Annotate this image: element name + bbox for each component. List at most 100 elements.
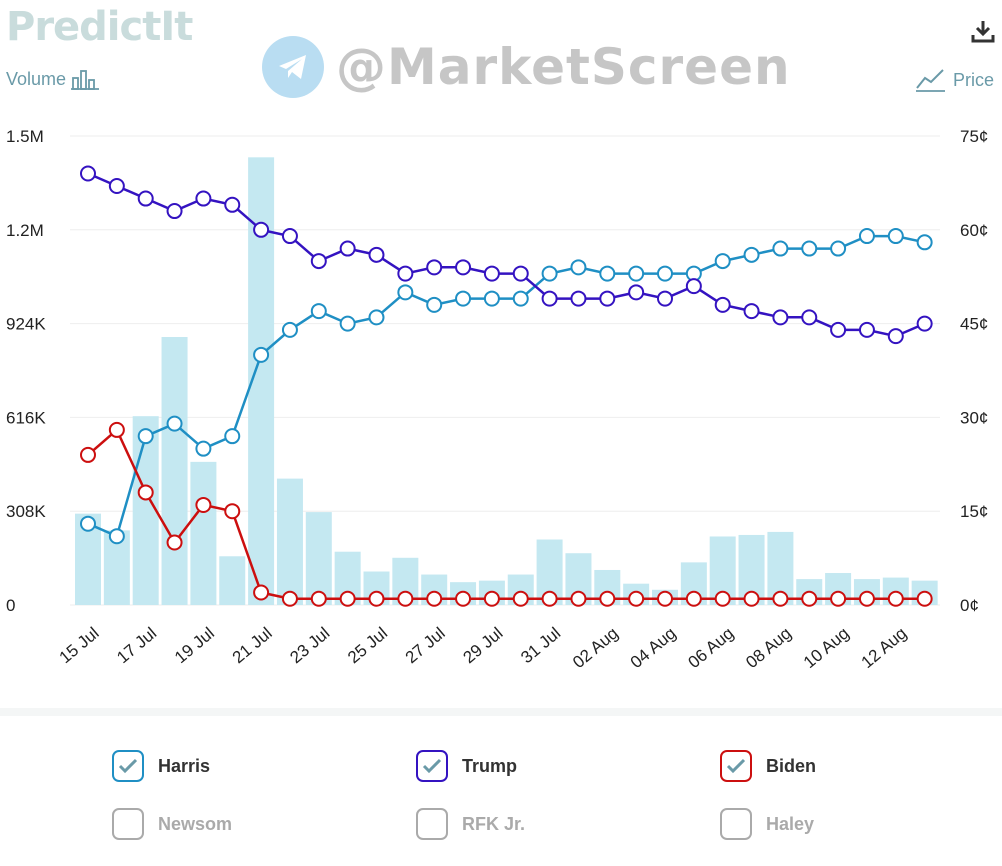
biden-price-point	[281, 590, 298, 607]
legend-checkbox-haley[interactable]	[720, 808, 752, 840]
legend-item-newsom[interactable]: Newsom	[112, 808, 232, 840]
biden-price-point	[858, 590, 875, 607]
y-right-tick-label: 60¢	[960, 221, 988, 240]
x-tick-label: 06 Aug	[684, 624, 737, 673]
trump-price-point	[483, 265, 500, 282]
trump-price-point	[253, 221, 270, 238]
legend-label: RFK Jr.	[462, 813, 526, 834]
legend-checkbox-biden[interactable]	[720, 750, 752, 782]
watermark-text: @MarketScreen	[336, 38, 791, 96]
trump-price-point	[714, 296, 731, 313]
volume-bar	[305, 512, 332, 605]
biden-price-point	[137, 484, 154, 501]
legend-item-biden[interactable]: Biden	[720, 750, 816, 782]
biden-price-point	[628, 590, 645, 607]
checkmark-icon	[118, 758, 138, 774]
biden-price-point	[368, 590, 385, 607]
harris-price-point	[224, 428, 241, 445]
biden-price-point	[108, 421, 125, 438]
trump-price-point	[108, 178, 125, 195]
legend-label: Trump	[462, 755, 518, 776]
biden-price-point	[772, 590, 789, 607]
y-left-tick-label: 924K	[6, 315, 46, 334]
biden-price-point	[512, 590, 529, 607]
harris-price-point	[426, 296, 443, 313]
biden-price-point	[887, 590, 904, 607]
volume-bar	[132, 416, 159, 605]
harris-price-point	[743, 246, 760, 263]
x-tick-label: 31 Jul	[517, 624, 564, 668]
harris-price-point	[772, 240, 789, 257]
trump-price-point	[310, 253, 327, 270]
legend-item-harris[interactable]: Harris	[112, 750, 210, 782]
trump-price-point	[224, 196, 241, 213]
legend-checkbox-trump[interactable]	[416, 750, 448, 782]
x-tick-label: 02 Aug	[569, 624, 622, 673]
biden-price-point	[657, 590, 673, 607]
biden-price-point	[310, 590, 327, 607]
watermark: @MarketScreen	[262, 36, 791, 98]
trump-price-line	[87, 172, 926, 338]
biden-price-point	[426, 590, 443, 607]
price-toggle[interactable]: Price	[915, 68, 994, 92]
legend-label: Haley	[766, 813, 815, 834]
download-icon[interactable]	[970, 18, 996, 44]
trump-price-point	[512, 265, 529, 282]
checkmark-icon	[422, 758, 442, 774]
trump-price-point	[455, 259, 472, 276]
biden-price-point	[570, 590, 587, 607]
bar-chart-icon	[71, 70, 100, 90]
trump-price-point	[830, 321, 847, 338]
trump-price-point	[772, 309, 789, 326]
biden-price-point	[253, 584, 270, 601]
x-tick-label: 21 Jul	[229, 624, 276, 668]
x-tick-label: 08 Aug	[742, 624, 795, 673]
biden-price-point	[685, 590, 702, 607]
checkmark-icon	[726, 758, 746, 774]
harris-price-point	[368, 309, 385, 326]
trump-price-point	[137, 190, 154, 207]
legend-checkbox-rfk-jr-[interactable]	[416, 808, 448, 840]
trump-price-point	[397, 265, 414, 282]
trump-price-point	[281, 228, 298, 245]
harris-price-point	[887, 228, 904, 245]
harris-price-point	[195, 440, 212, 457]
x-tick-label: 27 Jul	[402, 624, 449, 668]
harris-price-point	[166, 415, 183, 432]
trump-price-point	[685, 278, 702, 295]
legend-item-haley[interactable]: Haley	[720, 808, 814, 840]
biden-price-point	[224, 503, 241, 520]
x-tick-label: 23 Jul	[286, 624, 333, 668]
y-left-tick-label: 616K	[6, 408, 46, 427]
biden-price-point	[195, 496, 212, 513]
trump-price-point	[368, 246, 385, 263]
harris-price-point	[916, 234, 933, 251]
biden-price-point	[714, 590, 731, 607]
trump-price-point	[858, 321, 875, 338]
volume-toggle[interactable]: Volume	[6, 68, 100, 90]
x-tick-label: 19 Jul	[171, 624, 218, 668]
x-tick-label: 12 Aug	[858, 624, 911, 673]
harris-price-point	[483, 290, 500, 307]
trump-price-point	[195, 190, 212, 207]
trump-price-point	[657, 290, 673, 307]
trump-price-point	[801, 309, 818, 326]
harris-price-point	[512, 290, 529, 307]
biden-price-point	[339, 590, 356, 607]
legend-item-rfk-jr-[interactable]: RFK Jr.	[416, 808, 525, 840]
legend-checkbox-newsom[interactable]	[112, 808, 144, 840]
y-left-tick-label: 0	[6, 596, 15, 615]
trump-price-point	[599, 290, 616, 307]
trump-price-point	[426, 259, 443, 276]
biden-price-point	[743, 590, 760, 607]
volume-label: Volume	[6, 68, 67, 89]
chart-legend-divider	[0, 708, 1002, 716]
biden-price-point	[483, 590, 500, 607]
harris-price-point	[599, 265, 616, 282]
x-tick-label: 25 Jul	[344, 624, 391, 668]
legend-checkbox-harris[interactable]	[112, 750, 144, 782]
biden-price-point	[455, 590, 472, 607]
legend-item-trump[interactable]: Trump	[416, 750, 517, 782]
biden-price-point	[801, 590, 818, 607]
